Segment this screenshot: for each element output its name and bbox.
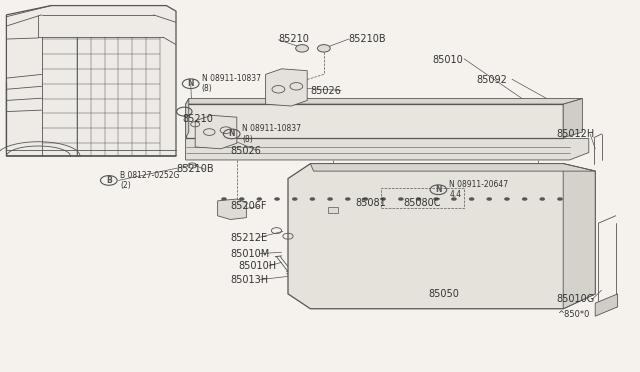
Text: 85210: 85210 — [182, 114, 213, 124]
Text: ^850*0: ^850*0 — [557, 310, 589, 319]
Text: 85210B: 85210B — [176, 164, 214, 174]
Bar — [232, 207, 242, 213]
Text: 85080C: 85080C — [403, 198, 441, 208]
Text: N: N — [188, 79, 194, 88]
Text: 85026: 85026 — [230, 146, 261, 155]
Polygon shape — [218, 199, 246, 219]
Polygon shape — [563, 164, 595, 309]
Circle shape — [239, 198, 244, 201]
Polygon shape — [288, 164, 595, 309]
Circle shape — [363, 198, 368, 201]
Text: 85206F: 85206F — [230, 202, 267, 211]
Polygon shape — [195, 115, 237, 149]
Circle shape — [504, 198, 509, 201]
Text: 85010: 85010 — [432, 55, 463, 64]
Circle shape — [310, 198, 315, 201]
Circle shape — [328, 198, 333, 201]
Text: 85212E: 85212E — [230, 233, 268, 243]
Circle shape — [381, 198, 386, 201]
Polygon shape — [186, 138, 589, 160]
Text: 85012H: 85012H — [557, 129, 595, 139]
Circle shape — [469, 198, 474, 201]
Text: 85081: 85081 — [355, 198, 386, 208]
Polygon shape — [6, 6, 176, 156]
Polygon shape — [266, 69, 307, 106]
Text: 85010H: 85010H — [239, 261, 277, 271]
Circle shape — [451, 198, 456, 201]
Text: 85010M: 85010M — [230, 249, 269, 259]
Text: 85092: 85092 — [477, 75, 508, 85]
Text: 85210B: 85210B — [349, 34, 387, 44]
Text: N 08911-10837
(8): N 08911-10837 (8) — [242, 124, 301, 144]
Text: N: N — [228, 129, 235, 138]
Text: 85026: 85026 — [310, 86, 341, 96]
Polygon shape — [186, 99, 189, 138]
Polygon shape — [310, 164, 595, 171]
Text: 85010G: 85010G — [557, 295, 595, 304]
Text: N 08911-10837
(8): N 08911-10837 (8) — [202, 74, 260, 93]
Circle shape — [296, 45, 308, 52]
Bar — [328, 207, 338, 213]
Text: N: N — [435, 185, 442, 194]
Bar — [381, 188, 464, 208]
Polygon shape — [186, 99, 582, 104]
Circle shape — [275, 198, 280, 201]
Circle shape — [257, 198, 262, 201]
Circle shape — [557, 198, 563, 201]
Text: B 08127-0252G
(2): B 08127-0252G (2) — [120, 171, 180, 190]
Circle shape — [416, 198, 421, 201]
Circle shape — [221, 198, 227, 201]
Circle shape — [345, 198, 350, 201]
Text: 85050: 85050 — [429, 289, 460, 299]
Circle shape — [540, 198, 545, 201]
Text: B: B — [106, 176, 111, 185]
Circle shape — [434, 198, 439, 201]
Polygon shape — [595, 294, 618, 316]
Circle shape — [522, 198, 527, 201]
Polygon shape — [563, 99, 582, 138]
Circle shape — [317, 45, 330, 52]
Text: 85210: 85210 — [278, 34, 309, 44]
Polygon shape — [186, 104, 563, 138]
Circle shape — [486, 198, 492, 201]
Circle shape — [398, 198, 403, 201]
Text: N 08911-20647
4.4: N 08911-20647 4.4 — [449, 180, 508, 199]
Circle shape — [292, 198, 298, 201]
Text: 85013H: 85013H — [230, 275, 269, 285]
